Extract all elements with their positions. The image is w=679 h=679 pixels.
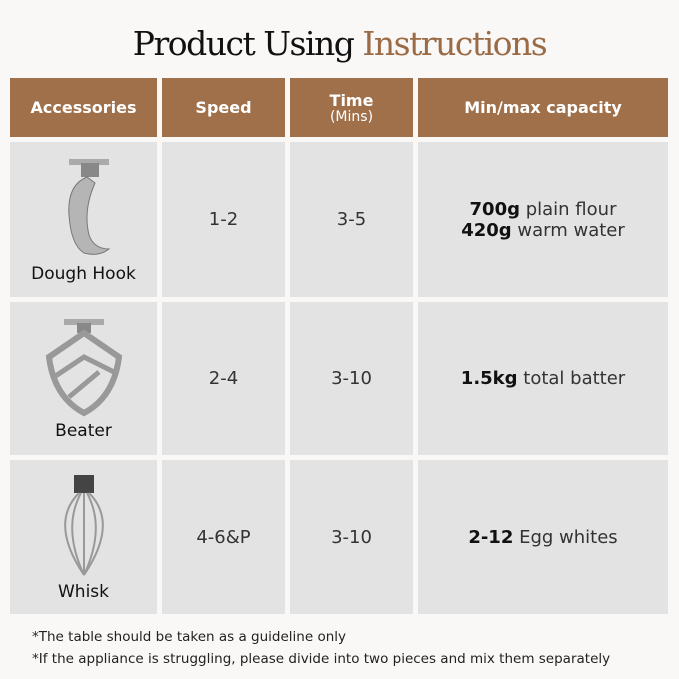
header-capacity: Min/max capacity (418, 78, 668, 137)
capacity-cell: 1.5kg total batter (418, 302, 668, 455)
header-time: Time (Mins) (290, 78, 413, 137)
footnote: *The table should be taken as a guidelin… (32, 629, 346, 645)
time-label: Time (329, 91, 374, 110)
accessory-cell: Dough Hook (10, 142, 157, 297)
capacity-amount: 2-12 (468, 526, 514, 548)
footnotes: *The table should be taken as a guidelin… (32, 626, 610, 670)
capacity-cell: 700g plain flour 420g warm water (418, 142, 668, 297)
speed-cell: 1-2 (162, 142, 285, 297)
title-accent: Instructions (362, 24, 547, 63)
capacity-line: 700g plain flour (470, 199, 617, 220)
accessory-name: Beater (55, 420, 112, 441)
accessory-name: Whisk (57, 581, 109, 602)
accessory-cell: Whisk (10, 460, 157, 614)
header-accessories: Accessories (10, 78, 157, 137)
speed-cell: 2-4 (162, 302, 285, 455)
capacity-text: warm water (511, 219, 625, 241)
time-cell: 3-10 (290, 460, 413, 614)
title-main: Product Using (132, 24, 355, 63)
capacity-amount: 1.5kg (460, 368, 518, 389)
time-unit: (Mins) (329, 109, 374, 125)
capacity-amount: 420g (461, 219, 512, 241)
capacity-line: 1.5kg total batter (461, 368, 625, 389)
capacity-amount: 700g (469, 198, 520, 220)
capacity-line: 2-12 Egg whites (468, 527, 617, 548)
accessory-cell: Beater (10, 302, 157, 455)
capacity-line: 420g warm water (461, 220, 625, 241)
whisk-icon (63, 474, 104, 576)
beater-icon (45, 318, 122, 416)
speed-cell: 4-6&P (162, 460, 285, 614)
accessory-name: Dough Hook (31, 264, 136, 284)
footnote: *If the appliance is struggling, please … (32, 651, 611, 667)
time-cell: 3-10 (290, 302, 413, 455)
dough-hook-icon (67, 159, 110, 255)
header-speed: Speed (162, 78, 285, 137)
page-title: Product Using Instructions (0, 24, 679, 63)
capacity-cell: 2-12 Egg whites (418, 460, 668, 614)
capacity-text: plain flour (520, 198, 617, 220)
capacity-text: total batter (517, 368, 626, 389)
capacity-text: Egg whites (513, 526, 618, 548)
time-cell: 3-5 (290, 142, 413, 297)
